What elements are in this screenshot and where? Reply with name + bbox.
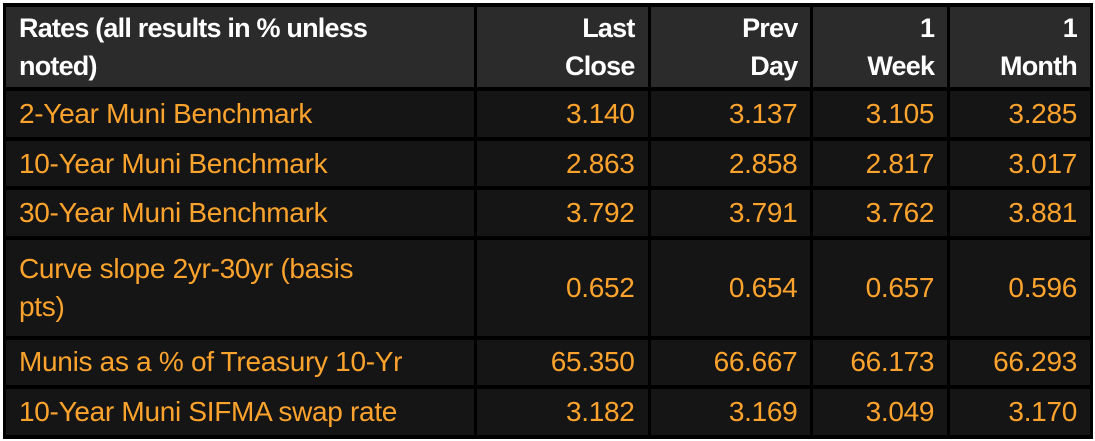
header-col-prev-day: Prev Day <box>647 3 814 91</box>
header-row: Rates (all results in % unless noted) La… <box>3 3 1093 91</box>
cell-1-week: 66.173 <box>810 335 951 390</box>
header-col-1-week: 1 Week <box>810 3 951 91</box>
row-label: 30-Year Muni Benchmark <box>3 186 477 241</box>
cell-last-close: 3.182 <box>473 385 651 439</box>
table-row: Curve slope 2yr-30yr (basis pts) 0.652 0… <box>3 236 1093 340</box>
rates-table-body: 2-Year Muni Benchmark 3.140 3.137 3.105 … <box>3 87 1093 439</box>
cell-last-close: 3.140 <box>473 87 651 141</box>
cell-prev-day: 66.667 <box>647 335 814 390</box>
row-label: 2-Year Muni Benchmark <box>3 87 477 141</box>
row-label: 10-Year Muni Benchmark <box>3 136 477 191</box>
cell-1-month: 3.881 <box>947 186 1093 241</box>
cell-1-month: 3.170 <box>947 385 1093 439</box>
cell-prev-day: 2.858 <box>647 136 814 191</box>
table-row: Munis as a % of Treasury 10-Yr 65.350 66… <box>3 335 1093 390</box>
header-title: Rates (all results in % unless noted) <box>3 3 477 91</box>
cell-prev-day: 3.791 <box>647 186 814 241</box>
cell-last-close: 65.350 <box>473 335 651 390</box>
row-label: Munis as a % of Treasury 10-Yr <box>3 335 477 390</box>
cell-1-week: 3.049 <box>810 385 951 439</box>
cell-1-week: 2.817 <box>810 136 951 191</box>
cell-1-month: 0.596 <box>947 236 1093 340</box>
header-col-last-close: Last Close <box>473 3 651 91</box>
table-row: 30-Year Muni Benchmark 3.792 3.791 3.762… <box>3 186 1093 241</box>
rates-table-header: Rates (all results in % unless noted) La… <box>3 3 1093 91</box>
row-label: Curve slope 2yr-30yr (basis pts) <box>3 236 477 340</box>
header-col-1-month: 1 Month <box>947 3 1093 91</box>
rates-table: Rates (all results in % unless noted) La… <box>3 3 1093 439</box>
cell-1-week: 0.657 <box>810 236 951 340</box>
table-row: 2-Year Muni Benchmark 3.140 3.137 3.105 … <box>3 87 1093 141</box>
cell-1-month: 3.017 <box>947 136 1093 191</box>
cell-1-week: 3.762 <box>810 186 951 241</box>
cell-prev-day: 3.169 <box>647 385 814 439</box>
cell-last-close: 3.792 <box>473 186 651 241</box>
cell-prev-day: 3.137 <box>647 87 814 141</box>
table-row: 10-Year Muni Benchmark 2.863 2.858 2.817… <box>3 136 1093 191</box>
cell-1-month: 66.293 <box>947 335 1093 390</box>
cell-last-close: 0.652 <box>473 236 651 340</box>
cell-1-week: 3.105 <box>810 87 951 141</box>
cell-1-month: 3.285 <box>947 87 1093 141</box>
cell-prev-day: 0.654 <box>647 236 814 340</box>
cell-last-close: 2.863 <box>473 136 651 191</box>
row-label: 10-Year Muni SIFMA swap rate <box>3 385 477 439</box>
table-row: 10-Year Muni SIFMA swap rate 3.182 3.169… <box>3 385 1093 439</box>
